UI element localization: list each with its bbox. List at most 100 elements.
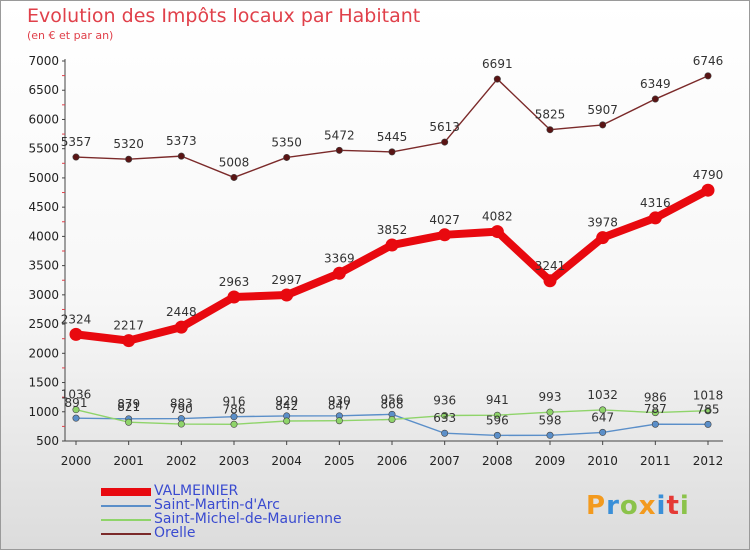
data-point [543, 274, 557, 288]
data-point [280, 288, 294, 302]
legend-swatch [101, 505, 151, 507]
y-tick-label: 2500 [28, 317, 59, 331]
data-label: 891 [65, 396, 88, 410]
data-label: 1032 [587, 388, 618, 402]
data-point [177, 152, 185, 160]
legend-label: Saint-Martin-d'Arc [154, 497, 280, 513]
data-label: 941 [486, 393, 509, 407]
x-tick-label: 2002 [166, 454, 197, 468]
y-tick-label: 7000 [28, 54, 59, 68]
y-tick-label: 2000 [28, 346, 59, 360]
data-point [388, 415, 396, 423]
data-point [493, 75, 501, 83]
data-label: 5373 [166, 134, 197, 148]
logo-letter: i [656, 491, 667, 521]
legend-item: VALMEINIER [101, 483, 401, 499]
data-label: 785 [697, 402, 720, 416]
data-point [441, 429, 449, 437]
data-point [546, 126, 554, 134]
x-tick-label: 2011 [640, 454, 671, 468]
data-point [599, 406, 607, 414]
logo-letter: t [666, 491, 680, 521]
data-label: 647 [591, 410, 614, 424]
data-point [283, 417, 291, 425]
data-label: 930 [328, 394, 351, 408]
logo-letter: r [606, 491, 620, 521]
data-point [385, 238, 399, 252]
proxiti-logo: Proxiti [586, 491, 690, 521]
data-label: 1018 [693, 389, 724, 403]
x-tick-label: 2004 [271, 454, 302, 468]
data-label: 5472 [324, 128, 355, 142]
data-point [69, 327, 83, 341]
x-tick-label: 2001 [113, 454, 144, 468]
legend-swatch [101, 533, 151, 535]
data-label: 3978 [587, 216, 618, 230]
logo-letter: o [619, 491, 639, 521]
legend: VALMEINIER Saint-Martin-d'Arc Saint-Mich… [101, 483, 401, 541]
data-point [230, 173, 238, 181]
data-label: 2217 [113, 319, 144, 333]
y-tick-label: 6500 [28, 83, 59, 97]
data-label: 5613 [429, 120, 460, 134]
data-label: 2997 [271, 273, 302, 287]
data-point [704, 72, 712, 80]
data-label: 3241 [535, 259, 566, 273]
data-label: 5320 [113, 137, 144, 151]
x-tick-label: 2003 [219, 454, 250, 468]
data-point [651, 420, 659, 428]
data-label: 986 [644, 391, 667, 405]
x-tick-label: 2006 [377, 454, 408, 468]
y-tick-label: 3000 [28, 288, 59, 302]
y-tick-label: 5500 [28, 142, 59, 156]
data-label: 916 [223, 395, 246, 409]
data-point [125, 418, 133, 426]
data-label: 5445 [377, 130, 408, 144]
legend-item: Saint-Martin-d'Arc [101, 497, 401, 513]
data-label: 790 [170, 402, 193, 416]
data-point [704, 420, 712, 428]
y-tick-label: 1000 [28, 405, 59, 419]
x-tick-label: 2000 [61, 454, 92, 468]
legend-item: Saint-Michel-de-Maurienne [101, 511, 401, 527]
data-point [230, 420, 238, 428]
x-tick-label: 2009 [535, 454, 566, 468]
data-label: 1036 [61, 388, 92, 402]
data-label: 5907 [587, 103, 618, 117]
y-tick-label: 500 [36, 434, 59, 448]
data-label: 2448 [166, 305, 197, 319]
data-point [177, 420, 185, 428]
data-label: 3369 [324, 251, 355, 265]
data-label: 633 [433, 411, 456, 425]
legend-swatch [101, 488, 151, 496]
data-point [701, 183, 715, 197]
data-point [704, 407, 712, 415]
data-label: 868 [381, 397, 404, 411]
data-label: 879 [117, 397, 140, 411]
data-point [596, 231, 610, 245]
data-point [332, 266, 346, 280]
data-label: 821 [117, 400, 140, 414]
data-label: 5008 [219, 155, 250, 169]
data-label: 786 [223, 402, 246, 416]
legend-label: Saint-Michel-de-Maurienne [154, 511, 342, 527]
data-point [651, 409, 659, 417]
data-label: 4082 [482, 210, 513, 224]
data-point [122, 334, 136, 348]
data-point [438, 228, 452, 242]
x-tick-label: 2007 [429, 454, 460, 468]
data-label: 5357 [61, 135, 92, 149]
data-point [230, 413, 238, 421]
y-tick-label: 4500 [28, 200, 59, 214]
series-line [75, 75, 709, 179]
data-point [651, 95, 659, 103]
data-label: 936 [433, 394, 456, 408]
data-label: 596 [486, 413, 509, 427]
logo-letter: i [679, 491, 690, 521]
data-label: 5350 [271, 135, 302, 149]
data-label: 956 [381, 392, 404, 406]
data-label: 5825 [535, 108, 566, 122]
data-label: 4790 [693, 168, 724, 182]
data-label: 883 [170, 397, 193, 411]
